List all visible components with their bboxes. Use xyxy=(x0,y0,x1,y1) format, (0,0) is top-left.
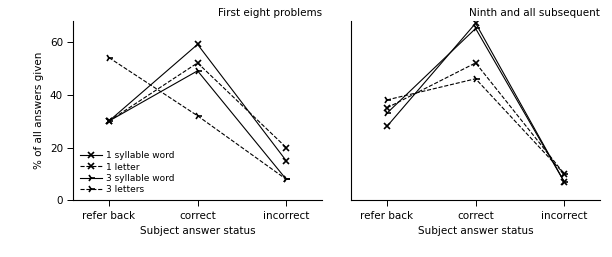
Y-axis label: % of all answers given: % of all answers given xyxy=(34,52,44,169)
Text: Ninth and all subsequent: Ninth and all subsequent xyxy=(469,8,600,19)
Text: First eight problems: First eight problems xyxy=(218,8,322,19)
Legend: 1 syllable word, 1 letter, 3 syllable word, 3 letters: 1 syllable word, 1 letter, 3 syllable wo… xyxy=(78,150,176,196)
X-axis label: Subject answer status: Subject answer status xyxy=(140,226,255,236)
X-axis label: Subject answer status: Subject answer status xyxy=(418,226,534,236)
